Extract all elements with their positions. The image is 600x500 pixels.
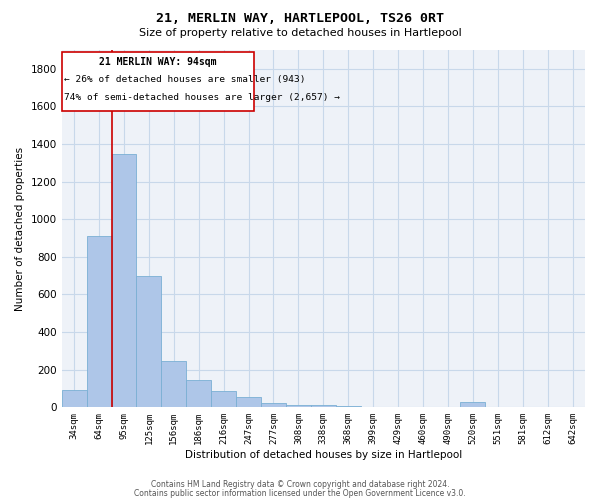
Bar (86, 236, 112, 408)
Text: 74% of semi-detached houses are larger (2,657) →: 74% of semi-detached houses are larger (… (64, 92, 340, 102)
Text: 21, MERLIN WAY, HARTLEPOOL, TS26 0RT: 21, MERLIN WAY, HARTLEPOOL, TS26 0RT (156, 12, 444, 26)
Bar (161, 362, 186, 408)
FancyBboxPatch shape (62, 52, 254, 111)
Bar (186, 380, 211, 407)
Bar (460, 402, 485, 407)
Text: 21 MERLIN WAY: 94sqm: 21 MERLIN WAY: 94sqm (99, 57, 217, 67)
Text: Contains public sector information licensed under the Open Government Licence v3: Contains public sector information licen… (134, 488, 466, 498)
Bar (62, 390, 86, 407)
Bar (311, 405, 336, 407)
Bar (336, 406, 361, 408)
X-axis label: Distribution of detached houses by size in Hartlepool: Distribution of detached houses by size … (185, 450, 462, 460)
Bar (236, 397, 261, 407)
Bar (261, 402, 286, 407)
Y-axis label: Number of detached properties: Number of detached properties (15, 146, 25, 310)
Bar (136, 276, 161, 407)
Bar (211, 392, 236, 407)
Text: Size of property relative to detached houses in Hartlepool: Size of property relative to detached ho… (139, 28, 461, 38)
Bar (286, 404, 311, 407)
Text: ← 26% of detached houses are smaller (943): ← 26% of detached houses are smaller (94… (64, 74, 305, 84)
Text: Contains HM Land Registry data © Crown copyright and database right 2024.: Contains HM Land Registry data © Crown c… (151, 480, 449, 489)
Bar (112, 154, 136, 408)
